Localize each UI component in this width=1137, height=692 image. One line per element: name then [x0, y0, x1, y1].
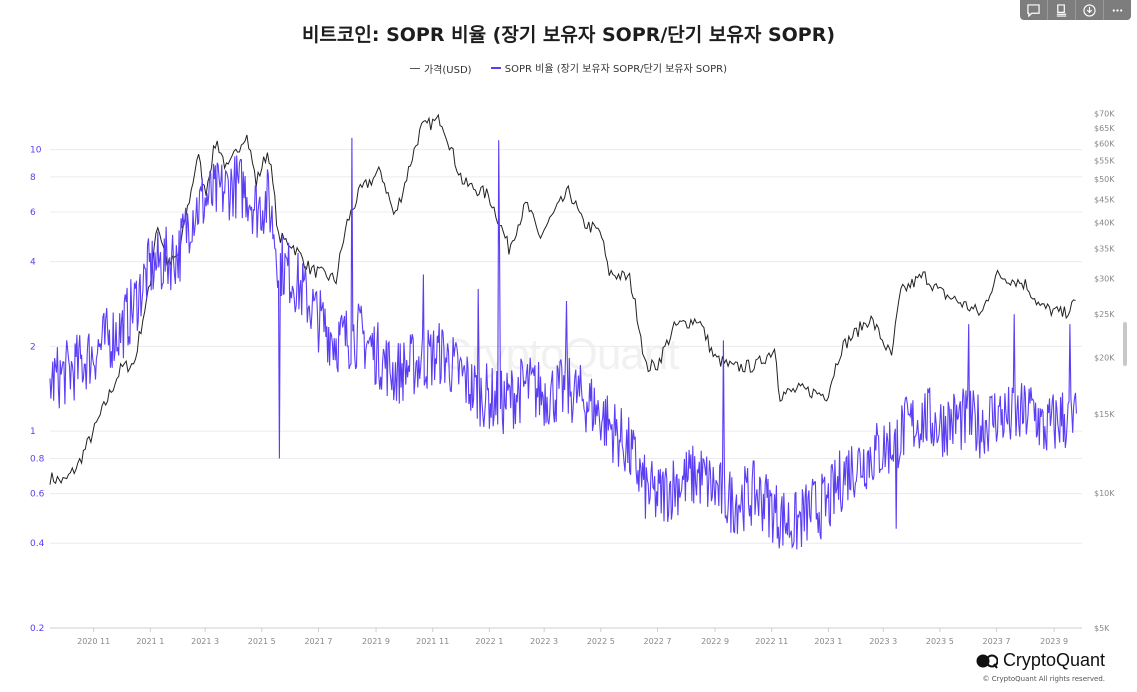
x-axis-tick-label: 2021 7 — [304, 637, 332, 646]
left-axis-tick-label: 1 — [30, 427, 36, 437]
x-axis-tick-label: 2021 9 — [362, 637, 390, 646]
left-axis-tick-label: 10 — [30, 146, 42, 156]
price-series-line — [49, 113, 1076, 485]
x-axis-tick-label: 2022 5 — [587, 637, 615, 646]
x-axis-tick-label: 2020 11 — [77, 637, 110, 646]
right-axis-tick-label: $50K — [1094, 175, 1115, 184]
x-axis-tick-label: 2021 11 — [416, 637, 449, 646]
legend-item-price[interactable]: 가격(USD) — [409, 61, 472, 76]
left-axis-tick-label: 4 — [30, 258, 36, 268]
x-axis-tick-label: 2023 7 — [983, 637, 1011, 646]
scrollbar[interactable] — [1123, 322, 1127, 366]
chart-title: 비트코인: SOPR 비율 (장기 보유자 SOPR/단기 보유자 SOPR) — [301, 24, 836, 46]
comment-icon — [1027, 3, 1040, 17]
left-axis-tick-label: 0.2 — [30, 624, 44, 634]
x-axis-tick-label: 2023 3 — [869, 637, 897, 646]
left-axis-tick-label: 2 — [30, 342, 36, 352]
x-axis-tick-label: 2022 7 — [643, 637, 671, 646]
left-axis-tick-label: 0.6 — [30, 490, 45, 500]
legend-label-sopr: SOPR 비율 (장기 보유자 SOPR/단기 보유자 SOPR) — [504, 64, 727, 75]
x-axis-tick-label: 2023 5 — [926, 637, 954, 646]
x-axis-tick-label: 2023 9 — [1040, 637, 1068, 646]
x-axis-tick-label: 2021 3 — [191, 637, 219, 646]
legend-swatch-sopr — [490, 66, 501, 69]
chart-toolbar — [1020, 0, 1131, 20]
right-axis-tick-label: $35K — [1094, 245, 1115, 254]
right-axis-tick-label: $65K — [1094, 124, 1115, 133]
right-axis-tick-label: $15K — [1094, 410, 1115, 419]
legend: 가격(USD) SOPR 비율 (장기 보유자 SOPR/단기 보유자 SOPR… — [0, 60, 1137, 76]
right-axis-tick-label: $25K — [1094, 310, 1115, 319]
document-button[interactable] — [1048, 0, 1076, 20]
copyright-text: © CryptoQuant All rights reserved. — [982, 675, 1105, 683]
sopr-series-line — [49, 137, 1077, 550]
left-axis-tick-label: 6 — [30, 208, 36, 218]
download-button[interactable] — [1076, 0, 1104, 20]
right-axis-tick-label: $40K — [1094, 219, 1115, 228]
right-axis-tick-label: $5K — [1094, 624, 1110, 633]
left-axis-tick-label: 0.8 — [30, 454, 45, 464]
right-axis-tick-label: $10K — [1094, 489, 1115, 498]
left-axis-tick-label: 8 — [30, 173, 36, 183]
download-icon — [1083, 3, 1096, 17]
right-axis-tick-label: $45K — [1094, 196, 1115, 205]
right-axis-tick-label: $30K — [1094, 275, 1115, 284]
comment-button[interactable] — [1020, 0, 1048, 20]
x-axis-tick-label: 2022 3 — [530, 637, 558, 646]
legend-swatch-price — [409, 67, 420, 69]
more-button[interactable] — [1104, 0, 1131, 20]
x-axis-tick-label: 2023 1 — [814, 637, 842, 646]
right-axis-tick-label: $70K — [1094, 109, 1115, 118]
x-axis-tick-label: 2022 11 — [755, 637, 788, 646]
more-icon — [1112, 8, 1123, 12]
legend-item-sopr[interactable]: SOPR 비율 (장기 보유자 SOPR/단기 보유자 SOPR) — [490, 60, 727, 75]
right-axis-tick-label: $20K — [1094, 354, 1115, 363]
cryptoquant-logo-icon — [976, 654, 998, 669]
x-axis-tick-label: 2022 9 — [701, 637, 729, 646]
left-axis-tick-label: 0.4 — [30, 539, 45, 549]
x-axis-tick-label: 2021 5 — [248, 637, 276, 646]
legend-label-price: 가격(USD) — [423, 64, 472, 76]
brand-name: CryptoQuant — [1002, 650, 1105, 670]
right-axis-tick-label: $60K — [1094, 140, 1115, 149]
brand-logo: CryptoQuant — [976, 650, 1105, 671]
x-axis-tick-label: 2021 1 — [136, 637, 164, 646]
document-icon — [1056, 3, 1067, 17]
right-axis-tick-label: $55K — [1094, 156, 1115, 165]
x-axis-tick-label: 2022 1 — [475, 637, 503, 646]
